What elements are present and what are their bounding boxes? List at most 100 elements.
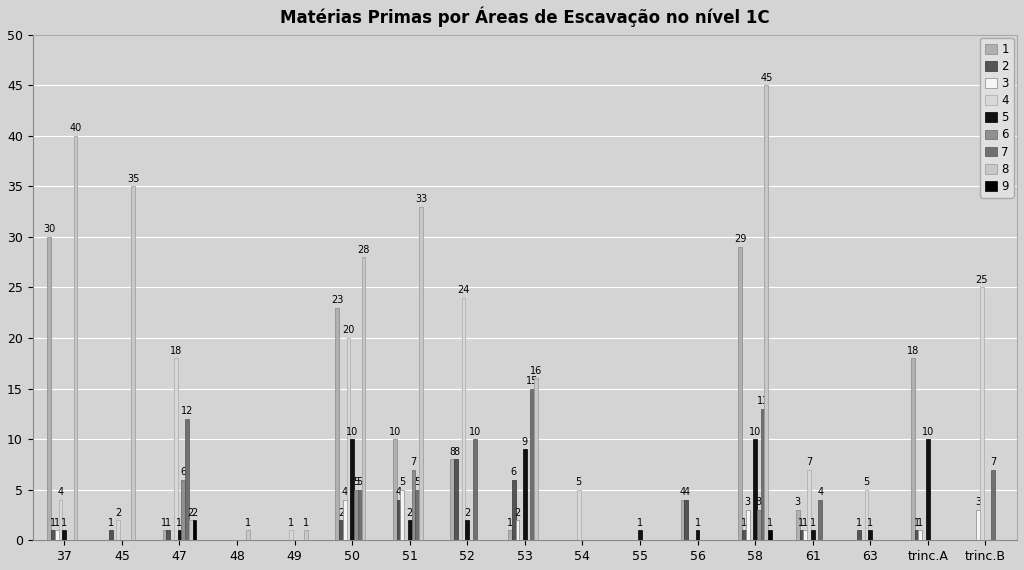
- Bar: [304, 530, 307, 540]
- Text: 29: 29: [734, 234, 746, 245]
- Bar: [131, 186, 135, 540]
- Bar: [757, 510, 761, 540]
- Bar: [58, 500, 62, 540]
- Bar: [51, 530, 55, 540]
- Text: 28: 28: [357, 245, 370, 255]
- Text: 4: 4: [683, 487, 689, 498]
- Bar: [684, 500, 688, 540]
- Bar: [163, 530, 166, 540]
- Bar: [177, 530, 181, 540]
- Text: 1: 1: [54, 518, 60, 528]
- Text: 1: 1: [767, 518, 773, 528]
- Bar: [807, 470, 811, 540]
- Title: Matérias Primas por Áreas de Escavação no nível 1C: Matérias Primas por Áreas de Escavação n…: [280, 7, 770, 27]
- Bar: [451, 459, 455, 540]
- Text: 1: 1: [802, 518, 808, 528]
- Bar: [864, 490, 868, 540]
- Bar: [818, 500, 822, 540]
- Text: 1: 1: [245, 518, 251, 528]
- Text: 1: 1: [61, 518, 68, 528]
- Text: 1: 1: [694, 518, 700, 528]
- Text: 10: 10: [922, 427, 934, 437]
- Text: 10: 10: [346, 427, 358, 437]
- Text: 7: 7: [411, 457, 417, 467]
- Bar: [466, 520, 469, 540]
- Text: 30: 30: [43, 225, 55, 234]
- Bar: [512, 479, 515, 540]
- Text: 1: 1: [288, 518, 294, 528]
- Bar: [357, 490, 361, 540]
- Text: 1: 1: [913, 518, 920, 528]
- Bar: [515, 520, 519, 540]
- Text: 16: 16: [530, 366, 543, 376]
- Bar: [535, 378, 538, 540]
- Bar: [74, 136, 78, 540]
- Bar: [638, 530, 642, 540]
- Bar: [919, 530, 923, 540]
- Bar: [109, 530, 113, 540]
- Text: 6: 6: [511, 467, 517, 477]
- Text: 10: 10: [469, 427, 481, 437]
- Bar: [462, 298, 466, 540]
- Bar: [768, 530, 772, 540]
- Text: 4: 4: [817, 487, 823, 498]
- Bar: [181, 479, 185, 540]
- Bar: [408, 520, 412, 540]
- Text: 2: 2: [514, 507, 520, 518]
- Text: 1: 1: [507, 518, 513, 528]
- Bar: [681, 500, 684, 540]
- Text: 18: 18: [170, 346, 182, 356]
- Bar: [926, 439, 930, 540]
- Bar: [188, 520, 193, 540]
- Text: 25: 25: [976, 275, 988, 285]
- Text: 8: 8: [453, 447, 459, 457]
- Bar: [47, 237, 51, 540]
- Text: 7: 7: [990, 457, 996, 467]
- Text: 2: 2: [464, 507, 470, 518]
- Bar: [765, 85, 768, 540]
- Text: 1: 1: [162, 518, 168, 528]
- Bar: [55, 530, 58, 540]
- Bar: [174, 359, 177, 540]
- Bar: [335, 308, 339, 540]
- Bar: [185, 419, 188, 540]
- Bar: [339, 520, 343, 540]
- Bar: [800, 530, 804, 540]
- Legend: 1, 2, 3, 4, 5, 6, 7, 8, 9: 1, 2, 3, 4, 5, 6, 7, 8, 9: [980, 38, 1014, 198]
- Bar: [419, 206, 423, 540]
- Bar: [62, 530, 67, 540]
- Bar: [991, 470, 994, 540]
- Bar: [868, 530, 872, 540]
- Bar: [117, 520, 120, 540]
- Bar: [796, 510, 800, 540]
- Text: 45: 45: [760, 72, 772, 83]
- Text: 9: 9: [522, 437, 528, 447]
- Bar: [508, 530, 512, 540]
- Text: 1: 1: [165, 518, 171, 528]
- Text: 4: 4: [342, 487, 348, 498]
- Bar: [289, 530, 293, 540]
- Bar: [738, 247, 742, 540]
- Text: 3: 3: [975, 498, 981, 507]
- Bar: [396, 500, 400, 540]
- Bar: [400, 490, 404, 540]
- Bar: [166, 530, 170, 540]
- Bar: [193, 520, 197, 540]
- Text: 5: 5: [399, 477, 406, 487]
- Text: 12: 12: [181, 406, 194, 417]
- Bar: [473, 439, 476, 540]
- Bar: [354, 490, 357, 540]
- Bar: [530, 389, 535, 540]
- Bar: [976, 510, 980, 540]
- Text: 18: 18: [906, 346, 919, 356]
- Bar: [980, 287, 983, 540]
- Text: 8: 8: [450, 447, 456, 457]
- Bar: [914, 530, 919, 540]
- Text: 6: 6: [180, 467, 186, 477]
- Text: 7: 7: [806, 457, 812, 467]
- Bar: [412, 470, 416, 540]
- Bar: [742, 530, 745, 540]
- Text: 2: 2: [187, 507, 194, 518]
- Text: 3: 3: [744, 498, 751, 507]
- Text: 1: 1: [740, 518, 746, 528]
